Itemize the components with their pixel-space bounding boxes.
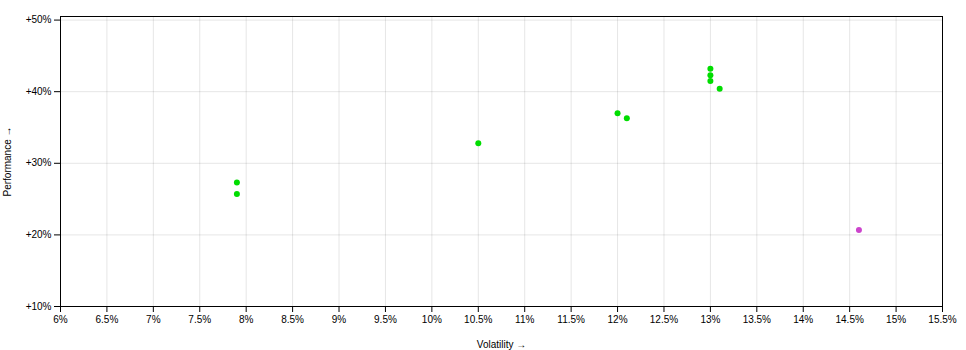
svg-text:7%: 7% [146,314,161,325]
svg-text:6.5%: 6.5% [96,314,119,325]
svg-text:10%: 10% [422,314,442,325]
svg-text:13%: 13% [700,314,720,325]
svg-text:+20%: +20% [26,229,52,240]
svg-text:6%: 6% [53,314,68,325]
svg-text:15%: 15% [886,314,906,325]
svg-text:10.5%: 10.5% [464,314,492,325]
svg-text:13.5%: 13.5% [743,314,771,325]
svg-text:11%: 11% [515,314,534,325]
svg-text:12%: 12% [608,314,628,325]
svg-text:8.5%: 8.5% [281,314,304,325]
svg-text:14.5%: 14.5% [835,314,863,325]
svg-text:7.5%: 7.5% [188,314,211,325]
svg-text:Volatility →: Volatility → [477,339,526,350]
svg-text:+50%: +50% [26,14,52,25]
svg-text:+10%: +10% [26,301,52,312]
svg-text:+40%: +40% [26,86,52,97]
svg-text:Performance →: Performance → [2,126,13,196]
svg-text:9%: 9% [332,314,347,325]
svg-text:11.5%: 11.5% [557,314,585,325]
svg-text:12.5%: 12.5% [650,314,678,325]
svg-text:9.5%: 9.5% [374,314,397,325]
svg-text:+30%: +30% [26,157,52,168]
svg-text:14%: 14% [793,314,813,325]
svg-text:8%: 8% [239,314,254,325]
svg-text:15.5%: 15.5% [928,314,956,325]
